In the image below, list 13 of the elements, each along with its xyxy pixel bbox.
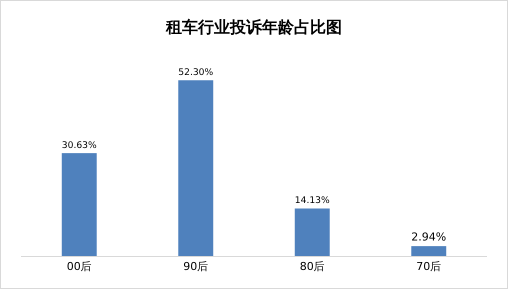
x-tick-label: 00后 [66,260,92,274]
data-label: 2.94% [411,230,446,244]
bar [411,246,446,256]
data-label: 52.30% [178,66,214,78]
bar [294,208,330,256]
data-label: 14.13% [294,195,330,206]
x-tick-label: 90后 [183,260,208,274]
x-tick-label: 80后 [300,260,325,274]
bar [178,80,214,256]
x-tick-label: 70后 [416,260,442,274]
data-label: 30.63% [62,140,97,151]
bar [62,153,97,256]
chart-title: 租车行业投诉年龄占比图 [165,17,342,36]
